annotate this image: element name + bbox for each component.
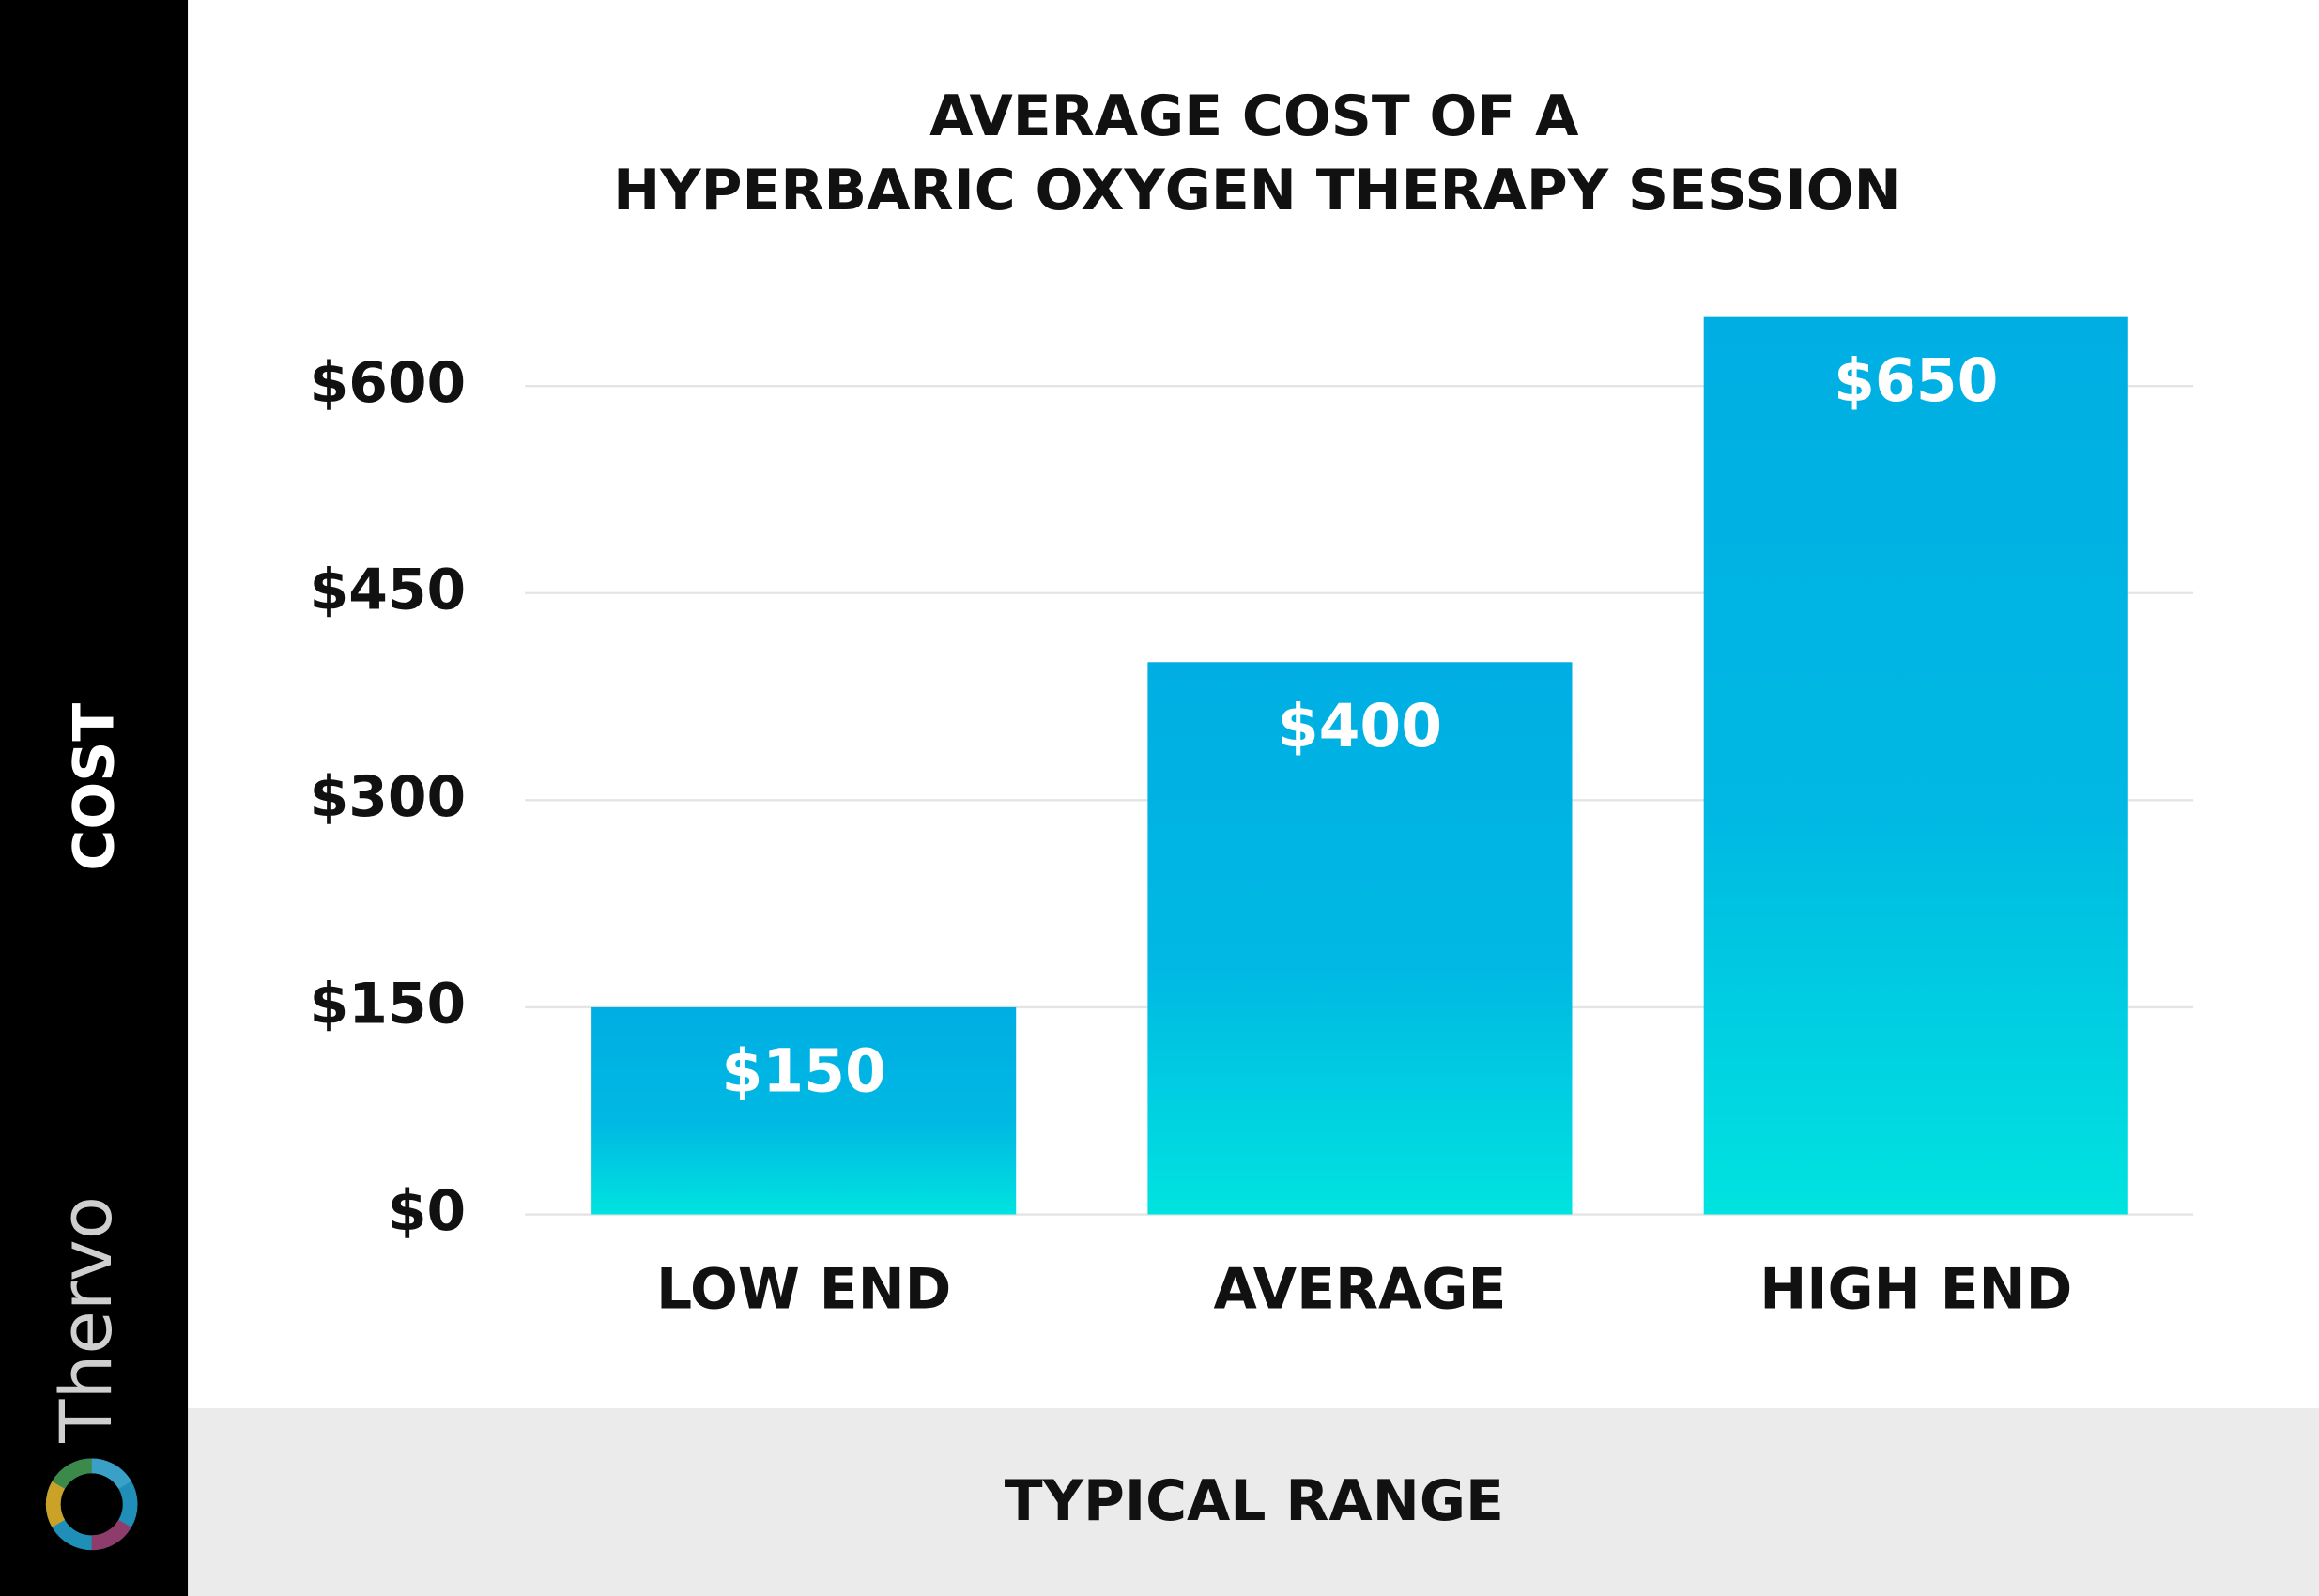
value-label: $400 — [1278, 692, 1442, 760]
chart-title: AVERAGE COST OF A — [929, 84, 1579, 149]
value-label: $650 — [1834, 346, 1998, 415]
y-tick-label: $300 — [310, 764, 467, 830]
brand-logo — [45, 1458, 138, 1551]
bar — [1147, 662, 1573, 1215]
brand-name: Thervo — [45, 1196, 128, 1444]
x-tick-label: HIGH END — [1759, 1257, 2072, 1323]
y-axis-label: COST — [62, 703, 128, 871]
x-label-band — [188, 1407, 2319, 1596]
y-tick-label: $0 — [388, 1178, 466, 1244]
bar — [1703, 316, 2128, 1215]
logo-seg — [91, 1519, 131, 1551]
x-tick-label: LOW END — [656, 1257, 951, 1323]
bar — [591, 1006, 1017, 1215]
y-tick-label: $450 — [310, 557, 467, 622]
chart-title: HYPERBARIC OXYGEN THERAPY SESSION — [613, 158, 1901, 223]
x-tick-label: AVERAGE — [1213, 1257, 1506, 1323]
y-tick-label: $150 — [310, 972, 467, 1037]
logo-seg — [91, 1458, 131, 1490]
logo-seg — [52, 1458, 93, 1490]
value-label: $150 — [721, 1036, 885, 1105]
x-axis-label: TYPICAL RANGE — [1005, 1468, 1504, 1534]
side-band — [0, 0, 189, 1596]
logo-seg — [45, 1481, 66, 1527]
y-tick-label: $600 — [310, 350, 467, 416]
